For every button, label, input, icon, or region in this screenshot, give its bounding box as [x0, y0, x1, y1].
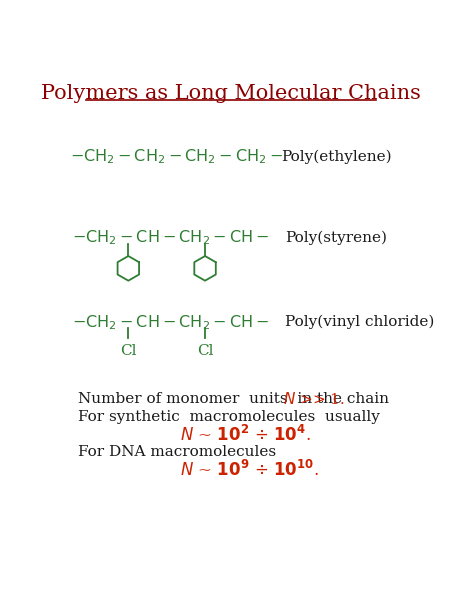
- Text: $\mathit{N}$ ~ $\mathbf{10^2}$ $\div$ $\mathbf{10^4}$.: $\mathit{N}$ ~ $\mathbf{10^2}$ $\div$ $\…: [180, 425, 311, 445]
- Text: For synthetic  macromolecules  usually: For synthetic macromolecules usually: [78, 410, 380, 424]
- Text: $-\mathrm{CH_2}-\mathrm{CH_2}-\mathrm{CH_2}-\mathrm{CH_2}-$: $-\mathrm{CH_2}-\mathrm{CH_2}-\mathrm{CH…: [70, 148, 283, 166]
- Text: Poly(styrene): Poly(styrene): [285, 230, 387, 245]
- Text: Poly(ethylene): Poly(ethylene): [281, 149, 392, 164]
- Text: Poly(vinyl chloride): Poly(vinyl chloride): [285, 315, 434, 329]
- Text: Cl: Cl: [197, 344, 213, 358]
- Text: Polymers as Long Molecular Chains: Polymers as Long Molecular Chains: [40, 84, 421, 103]
- Text: Cl: Cl: [120, 344, 137, 358]
- Text: $-\mathrm{CH_2}-\mathrm{CH}-\mathrm{CH_2}-\mathrm{CH}-$: $-\mathrm{CH_2}-\mathrm{CH}-\mathrm{CH_2…: [72, 228, 270, 247]
- Text: For DNA macromolecules: For DNA macromolecules: [78, 445, 276, 460]
- Text: Number of monomer  units  in the chain: Number of monomer units in the chain: [78, 392, 394, 406]
- Text: $-\mathrm{CH_2}-\mathrm{CH}-\mathrm{CH_2}-\mathrm{CH}-$: $-\mathrm{CH_2}-\mathrm{CH}-\mathrm{CH_2…: [72, 313, 270, 332]
- Text: $\mathit{N}$ >> 1.: $\mathit{N}$ >> 1.: [283, 391, 344, 407]
- Text: $\mathit{N}$ ~ $\mathbf{10^9}$ $\div$ $\mathbf{10^{10}}$.: $\mathit{N}$ ~ $\mathbf{10^9}$ $\div$ $\…: [180, 460, 320, 480]
